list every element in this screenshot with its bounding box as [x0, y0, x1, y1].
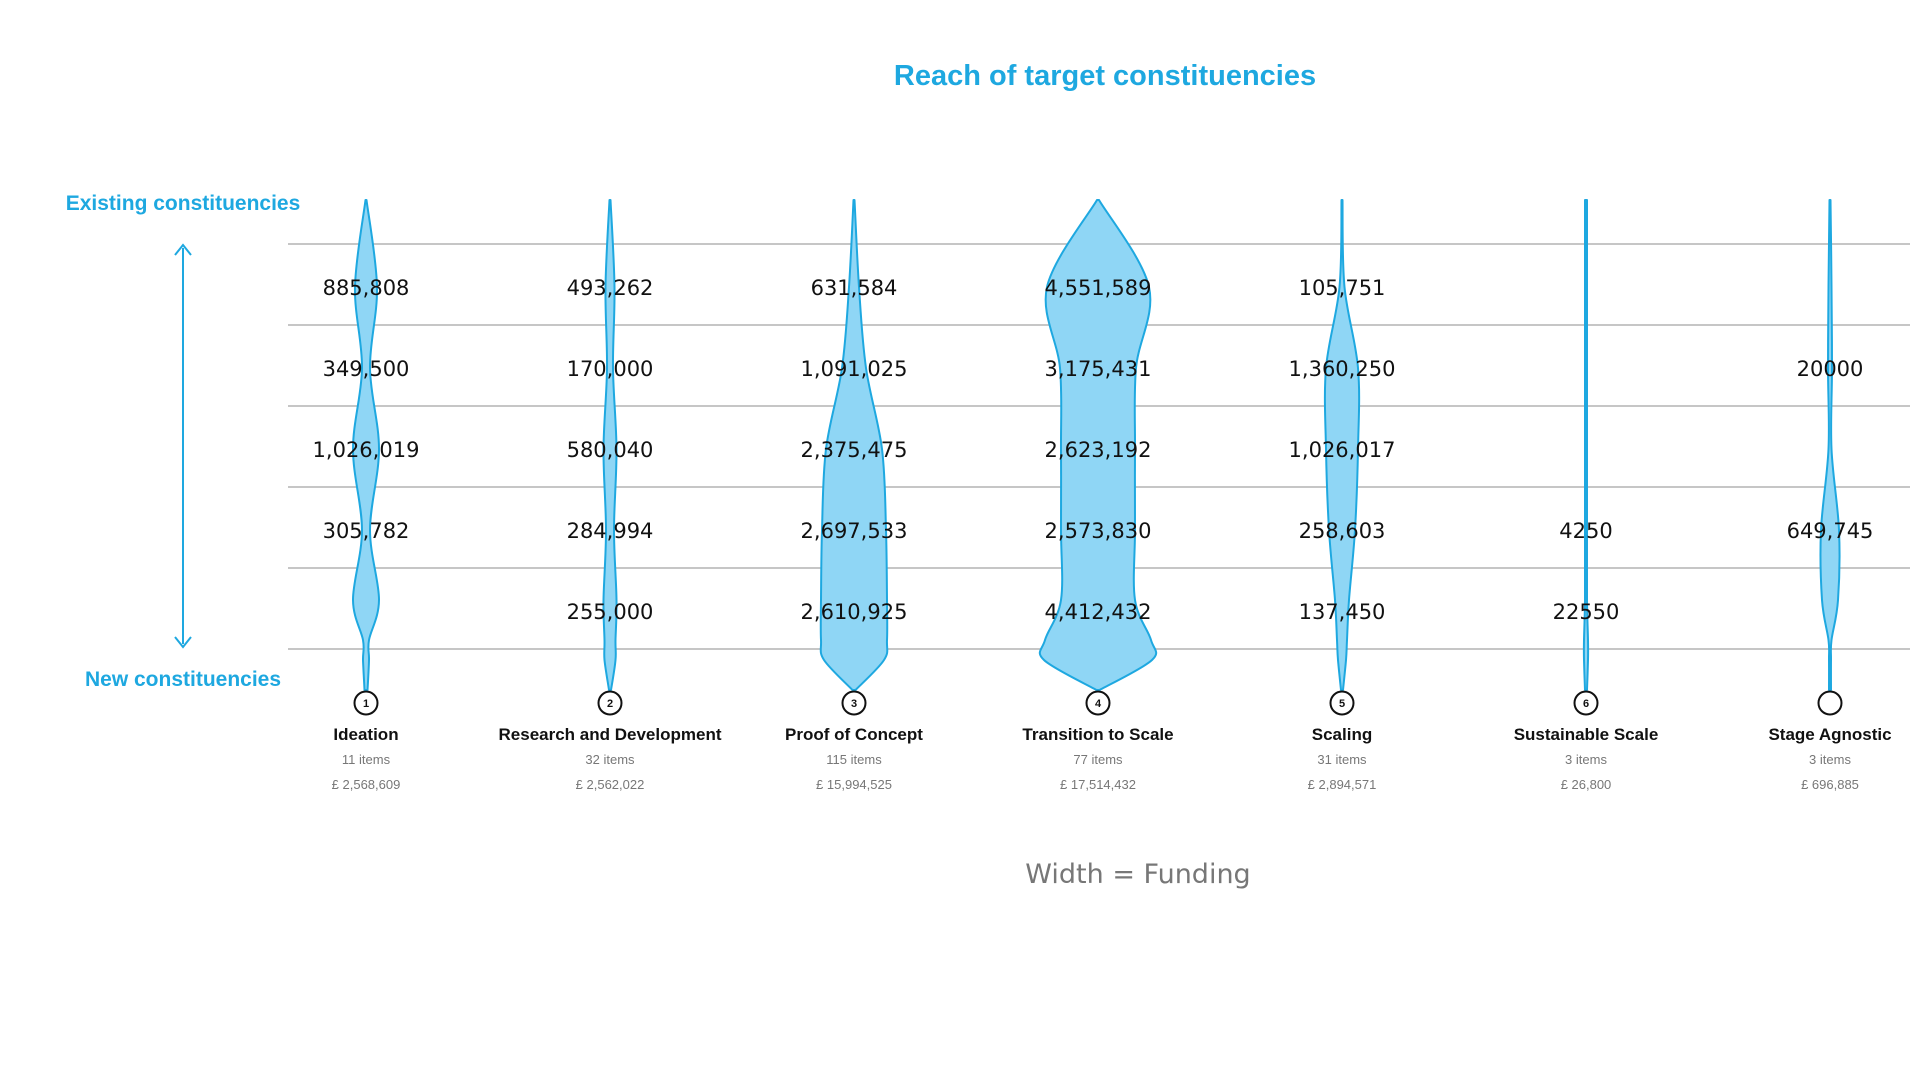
value-label: 2,610,925 [801, 600, 908, 624]
value-label: 105,751 [1299, 276, 1386, 300]
footnote: Width = Funding [1025, 859, 1250, 890]
arrow-up-icon [174, 243, 192, 256]
value-label: 2,697,533 [801, 519, 908, 543]
stage-name: Scaling [1312, 725, 1372, 744]
value-label: 4,412,432 [1045, 600, 1152, 624]
stage-funding: £ 696,885 [1801, 777, 1859, 792]
stage-items: 32 items [585, 752, 635, 767]
stage-number-circle [1573, 690, 1599, 716]
stage-items: 31 items [1317, 752, 1367, 767]
stage-number-circle [841, 690, 867, 716]
stage-name: Stage Agnostic [1768, 725, 1891, 744]
violin-5 [1323, 199, 1361, 691]
stage-items: 11 items [342, 752, 391, 767]
stage-funding: £ 2,562,022 [576, 777, 645, 792]
value-label: 1,091,025 [801, 357, 908, 381]
stage-items: 115 items [826, 752, 882, 767]
stage-number-circle [353, 690, 379, 716]
stage-number: 4 [1095, 698, 1102, 710]
value-label: 349,500 [323, 357, 410, 381]
stage-number: 2 [607, 698, 613, 710]
value-label: 284,994 [567, 519, 654, 543]
stage-number: 6 [1583, 698, 1589, 710]
value-label: 4250 [1559, 519, 1612, 543]
stage-name: Transition to Scale [1022, 725, 1173, 744]
violin-2 [602, 199, 618, 691]
value-label: 2,375,475 [801, 438, 908, 462]
stage-number-circle [1329, 690, 1355, 716]
y-axis: Existing constituencies New constituenci… [66, 192, 301, 691]
value-label: 2,573,830 [1045, 519, 1152, 543]
violin-1 [351, 199, 381, 691]
stage-funding: £ 2,894,571 [1308, 777, 1377, 792]
value-label: 493,262 [567, 276, 654, 300]
axis-label-existing: Existing constituencies [66, 192, 301, 215]
violins [351, 199, 1841, 691]
stage-name: Research and Development [499, 725, 722, 744]
violin-6 [1582, 199, 1590, 691]
value-label: 305,782 [323, 519, 410, 543]
value-label: 631,584 [811, 276, 898, 300]
stage-number-circle [1817, 690, 1843, 716]
value-label: 885,808 [323, 276, 410, 300]
arrow-down-icon [174, 636, 192, 649]
value-label: 649,745 [1787, 519, 1874, 543]
violin-4 [1038, 199, 1158, 691]
value-label: 255,000 [567, 600, 654, 624]
stage-items: 77 items [1073, 752, 1123, 767]
stage-number: 3 [851, 698, 857, 710]
stage-number-circle [597, 690, 623, 716]
stage-number-circle [1085, 690, 1111, 716]
value-label: 137,450 [1299, 600, 1386, 624]
violin-3 [819, 199, 889, 691]
value-label: 4,551,589 [1045, 276, 1152, 300]
value-label: 1,026,017 [1289, 438, 1396, 462]
stage-number: 5 [1339, 698, 1345, 710]
value-labels: 885,808 349,500 1,026,019 305,782 493,262 170… [313, 276, 1874, 624]
stage-number: 1 [363, 698, 369, 710]
value-label: 258,603 [1299, 519, 1386, 543]
stage-items: 3 items [1565, 752, 1607, 767]
stage-items: 3 items [1809, 752, 1851, 767]
value-label: 20000 [1797, 357, 1864, 381]
stage-funding: £ 15,994,525 [816, 777, 892, 792]
stage-footer: 1 Ideation 11 items £ 2,568,609 2 Research an… [332, 690, 1892, 792]
stage-funding: £ 2,568,609 [332, 777, 401, 792]
chart-title: Reach of target constituencies [893, 60, 1317, 92]
value-label: 1,026,019 [313, 438, 420, 462]
value-label: 2,623,192 [1045, 438, 1152, 462]
axis-label-new: New constituencies [85, 668, 281, 691]
stage-funding: £ 17,514,432 [1060, 777, 1136, 792]
value-label: 170,000 [567, 357, 654, 381]
stage-name: Proof of Concept [785, 725, 923, 744]
value-label: 22550 [1553, 600, 1620, 624]
value-label: 580,040 [567, 438, 654, 462]
violin-7 [1819, 199, 1841, 691]
stage-name: Ideation [333, 725, 398, 744]
stage-name: Sustainable Scale [1514, 725, 1659, 744]
stage-funding: £ 26,800 [1561, 777, 1612, 792]
value-label: 3,175,431 [1045, 357, 1152, 381]
value-label: 1,360,250 [1289, 357, 1396, 381]
